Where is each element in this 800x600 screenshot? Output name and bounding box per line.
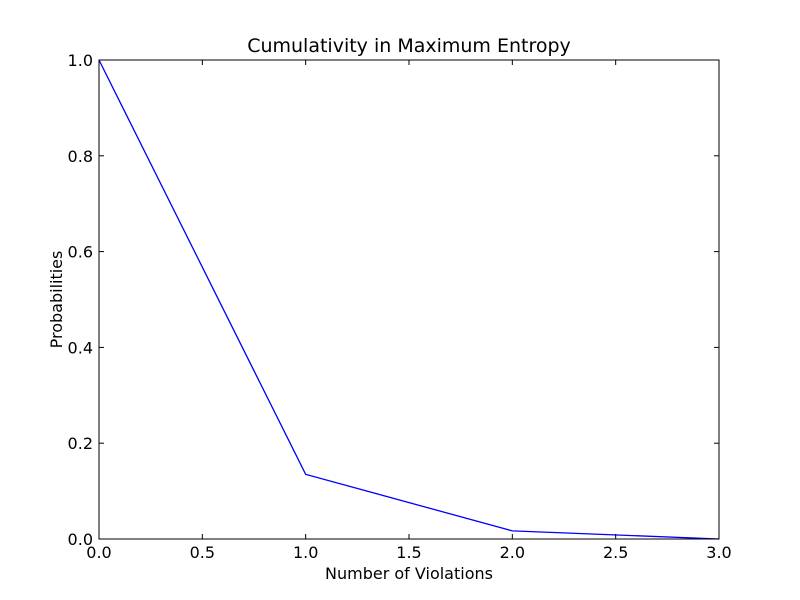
y-tick-label: 0.4: [68, 338, 93, 357]
y-tick-label: 0.2: [68, 434, 93, 453]
x-axis-title: Number of Violations: [325, 564, 493, 583]
x-tick-label: 1.0: [293, 543, 318, 562]
y-tick-label: 1.0: [68, 51, 93, 70]
y-tick-label: 0.8: [68, 147, 93, 166]
y-axis-title: Probabilities: [47, 251, 66, 349]
y-tick-label: 0.0: [68, 530, 93, 549]
chart-title: Cumulativity in Maximum Entropy: [247, 35, 571, 57]
x-tick-label: 2.0: [500, 543, 525, 562]
x-tick-label: 1.5: [396, 543, 421, 562]
plot-frame: [98, 59, 720, 540]
series-line-0: [98, 59, 720, 540]
x-tick-label: 3.0: [706, 543, 731, 562]
x-tick-label: 0.5: [190, 543, 215, 562]
y-tick-label: 0.6: [68, 243, 93, 262]
x-tick-label: 0.0: [86, 543, 111, 562]
x-tick-label: 2.5: [603, 543, 628, 562]
